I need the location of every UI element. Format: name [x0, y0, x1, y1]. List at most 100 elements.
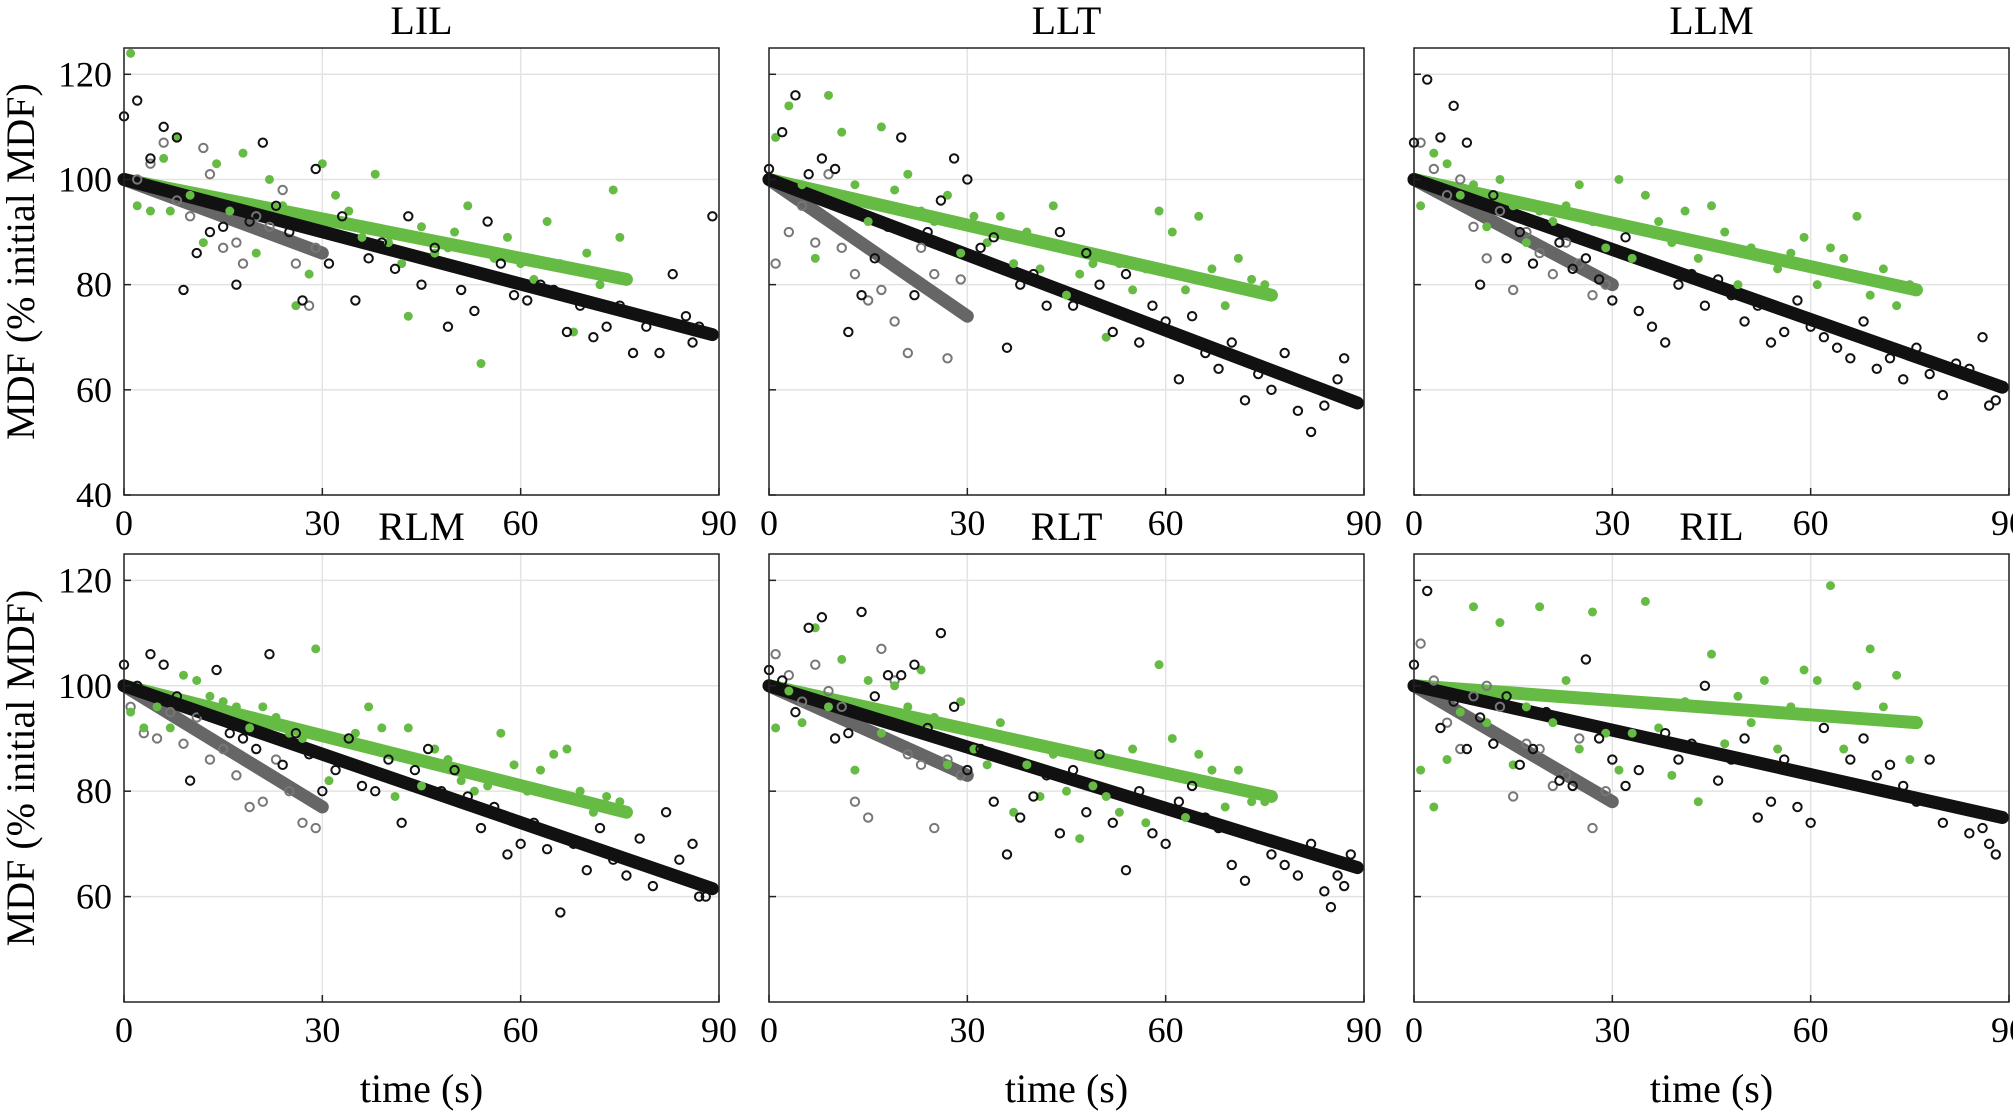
data-point-black [1990, 849, 2001, 860]
data-point-black [1001, 849, 1013, 860]
data-point-black [231, 279, 242, 290]
data-point-black [687, 337, 698, 348]
data-point-black [1726, 754, 1737, 765]
data-point-black [1924, 368, 1935, 380]
data-point-green [1075, 269, 1085, 279]
data-point-green [443, 243, 453, 253]
data-point-black [962, 174, 973, 185]
data-point-green [1561, 675, 1571, 685]
data-point-gray [257, 796, 269, 807]
data-point-green [1141, 818, 1151, 828]
data-point-black [988, 232, 999, 243]
data-point-green [943, 190, 952, 200]
data-point-black [1765, 337, 1777, 348]
data-point-gray [151, 733, 163, 744]
data-point-black [455, 284, 467, 296]
data-point-black [1514, 226, 1525, 238]
data-point-black [1831, 342, 1843, 353]
data-point-black [1422, 74, 1433, 85]
data-point-green [271, 712, 281, 722]
data-point-black [482, 216, 493, 227]
data-point-green [516, 259, 526, 269]
data-point-black [191, 247, 202, 259]
data-point-black [317, 785, 328, 797]
data-point-gray [264, 221, 275, 233]
data-point-black [1831, 775, 1843, 786]
data-point-green [1773, 264, 1783, 274]
data-point-black [1107, 817, 1118, 828]
data-point-green [1181, 285, 1190, 295]
data-point-black [1186, 311, 1198, 322]
data-point-black [522, 295, 533, 306]
data-point-gray [191, 712, 202, 723]
data-point-gray [303, 300, 315, 311]
data-point-green [1839, 253, 1849, 263]
data-point-green [403, 311, 413, 321]
data-point-green [916, 206, 926, 216]
data-point-black [856, 289, 867, 301]
panel-lil: 0 30 60 90 40 60 80 100 120 LIL MDF (% initial MDF… [0, 0, 737, 543]
data-point-black [1474, 712, 1486, 723]
data-point-green [1826, 243, 1835, 253]
data-point-gray [942, 353, 953, 364]
data-point-green [1495, 174, 1505, 184]
data-point-green [126, 707, 136, 717]
data-point-green [1680, 697, 1690, 707]
data-point-green [837, 127, 847, 137]
data-point-green [509, 760, 519, 770]
data-point-gray [915, 759, 927, 771]
x-tick-label: 0 [1405, 1010, 1423, 1050]
data-point-black [962, 764, 973, 776]
data-point-black [1067, 764, 1079, 776]
panel-ril: 0 30 60 90 RIL time (s) [1405, 504, 2013, 1111]
data-point-black [244, 216, 255, 227]
data-point-gray [284, 785, 295, 797]
data-point-gray [929, 268, 940, 280]
data-point-gray [1521, 226, 1532, 238]
data-point-green [969, 211, 979, 221]
data-point-green [1878, 702, 1888, 712]
data-point-black [1015, 812, 1026, 823]
data-point-black [1580, 253, 1592, 264]
data-point-green [324, 776, 334, 786]
x-tick-label: 0 [115, 503, 133, 543]
data-point-black [935, 195, 947, 206]
data-point-green [231, 702, 241, 712]
data-point-black [1752, 300, 1763, 311]
data-point-black [1435, 722, 1446, 734]
data-point-gray [237, 258, 249, 269]
data-point-black [350, 295, 361, 306]
data-point-black [363, 253, 374, 264]
data-point-black [680, 311, 692, 322]
data-point-black [1094, 279, 1105, 290]
data-point-black [145, 153, 156, 164]
data-point-black [843, 728, 854, 739]
data-point-black [1081, 807, 1092, 818]
data-point-black [700, 891, 711, 902]
data-point-black [217, 221, 229, 233]
axes-box [123, 47, 720, 496]
data-point-black [843, 326, 854, 338]
data-point-green [1812, 280, 1822, 290]
data-point-black [608, 854, 619, 865]
data-point-gray [796, 696, 808, 707]
axes-box [123, 553, 720, 1003]
data-point-black [1593, 274, 1605, 285]
data-point-green [850, 180, 860, 190]
data-point-green [1220, 802, 1230, 812]
data-point-green [1128, 744, 1138, 754]
data-point-green [1720, 739, 1730, 749]
data-point-green [264, 174, 274, 184]
x-tick-label: 0 [760, 503, 778, 543]
data-point-green [797, 180, 807, 190]
data-point-black [1279, 859, 1290, 871]
data-point-green [132, 201, 142, 211]
data-point-gray [836, 701, 847, 713]
data-point-black [909, 289, 920, 301]
data-point-black [1305, 426, 1317, 438]
data-point-green [469, 786, 479, 796]
data-point-green [139, 723, 149, 733]
panel-rlm: 0 30 60 90 60 80 100 120 RLM time (s) MDF (% initi… [0, 504, 737, 1111]
data-point-gray [217, 242, 229, 254]
data-point-black [383, 754, 394, 765]
